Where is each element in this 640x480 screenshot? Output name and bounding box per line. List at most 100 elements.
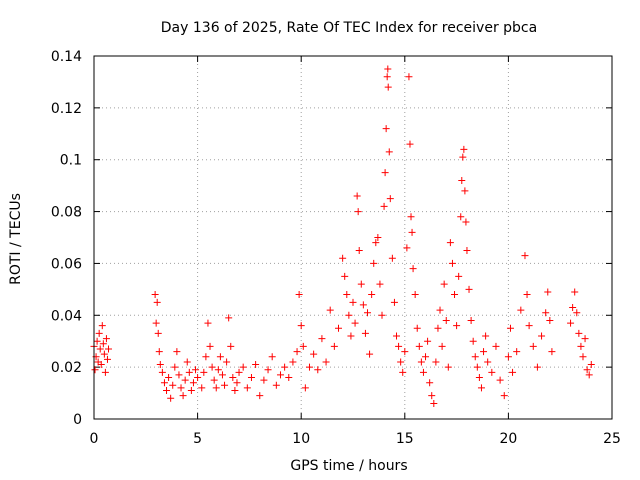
data-point <box>378 311 386 319</box>
data-point <box>185 368 193 376</box>
data-point <box>469 337 477 345</box>
data-point <box>529 342 537 350</box>
data-point <box>463 246 471 254</box>
data-point <box>204 319 212 327</box>
data-point <box>330 342 338 350</box>
data-point <box>202 353 210 361</box>
y-tick-label: 0.02 <box>51 360 82 376</box>
data-point <box>175 371 183 379</box>
data-point <box>413 324 421 332</box>
data-point <box>221 381 229 389</box>
data-point <box>461 187 469 195</box>
y-tick-label: 0.1 <box>60 153 82 169</box>
data-point <box>322 358 330 366</box>
data-point <box>397 358 405 366</box>
data-point <box>295 291 303 299</box>
chart-title: Day 136 of 2025, Rate Of TEC Index for r… <box>161 20 537 36</box>
data-point <box>91 366 99 374</box>
data-point <box>169 381 177 389</box>
data-point <box>409 265 417 273</box>
data-point <box>210 376 218 384</box>
y-tick-labels: 0 0.02 0.04 0.06 0.08 0.1 0.12 0.14 <box>51 49 82 428</box>
data-point <box>380 202 388 210</box>
data-point <box>216 353 224 361</box>
data-point <box>103 355 111 363</box>
data-point <box>448 259 456 267</box>
x-tick-label: 5 <box>193 431 202 447</box>
data-point <box>339 254 347 262</box>
data-point <box>385 148 393 156</box>
data-point <box>264 366 272 374</box>
data-point <box>345 311 353 319</box>
y-tick-label: 0.12 <box>51 101 82 117</box>
data-point <box>577 342 585 350</box>
data-point <box>453 322 461 330</box>
data-point <box>293 348 301 356</box>
data-point <box>579 353 587 361</box>
data-point <box>569 304 577 312</box>
data-point <box>183 358 191 366</box>
data-point <box>349 298 357 306</box>
data-point <box>233 379 241 387</box>
data-point <box>173 348 181 356</box>
y-tick-label: 0.14 <box>51 49 82 65</box>
data-point <box>285 374 293 382</box>
data-point <box>484 358 492 366</box>
data-point <box>260 376 268 384</box>
data-point <box>351 319 359 327</box>
data-point <box>482 332 490 340</box>
data-point <box>364 309 372 317</box>
data-point <box>231 386 239 394</box>
data-point <box>247 374 255 382</box>
data-point <box>225 314 233 322</box>
data-point <box>434 324 442 332</box>
data-point <box>187 386 195 394</box>
data-point <box>189 379 197 387</box>
y-tick-label: 0 <box>73 412 82 428</box>
data-point <box>376 280 384 288</box>
data-point <box>192 366 200 374</box>
y-tick-label: 0.08 <box>51 205 82 221</box>
data-point <box>343 291 351 299</box>
data-point <box>460 145 468 153</box>
data-point <box>471 353 479 361</box>
data-point <box>411 291 419 299</box>
data-point <box>393 332 401 340</box>
data-point <box>403 244 411 252</box>
data-point <box>179 392 187 400</box>
data-point <box>406 140 414 148</box>
data-point <box>276 371 284 379</box>
data-point <box>436 306 444 314</box>
data-point <box>370 259 378 267</box>
data-point <box>198 384 206 392</box>
data-point <box>504 353 512 361</box>
data-point <box>361 329 369 337</box>
data-point <box>310 350 318 358</box>
data-point <box>477 384 485 392</box>
data-point <box>533 363 541 371</box>
data-point <box>314 366 322 374</box>
data-point <box>194 374 202 382</box>
plot-frame <box>93 55 613 420</box>
data-point <box>467 316 475 324</box>
data-point <box>475 374 483 382</box>
data-point <box>432 358 440 366</box>
data-point <box>165 374 173 382</box>
x-tick-label: 10 <box>292 431 310 447</box>
data-point <box>382 125 390 133</box>
x-tick-label: 0 <box>90 431 99 447</box>
data-point <box>167 394 175 402</box>
data-point <box>374 234 382 241</box>
data-point <box>297 322 305 330</box>
data-point <box>151 291 159 299</box>
data-point <box>446 239 454 247</box>
points-layer <box>90 65 595 407</box>
data-point <box>388 254 396 262</box>
data-point <box>408 228 416 236</box>
data-point <box>383 73 391 81</box>
data-point <box>289 358 297 366</box>
data-point <box>212 384 220 392</box>
data-point <box>366 350 374 358</box>
